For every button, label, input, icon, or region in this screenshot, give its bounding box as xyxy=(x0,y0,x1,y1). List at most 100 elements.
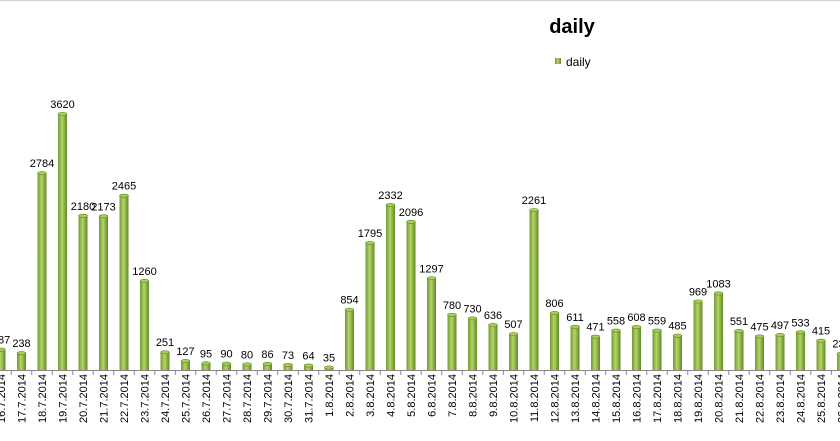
bar-cap xyxy=(549,311,560,315)
bar-cap xyxy=(139,278,150,283)
bar xyxy=(734,329,744,370)
bar xyxy=(57,112,68,370)
bar-cap xyxy=(426,276,437,281)
bar-cap xyxy=(242,362,252,367)
data-label: 80 xyxy=(241,349,253,361)
bar-body xyxy=(58,114,67,370)
data-label: 611 xyxy=(566,312,584,324)
x-tick-label: 21.8.2014 xyxy=(734,374,746,423)
data-label: 551 xyxy=(730,316,748,328)
x-tick-label: 21.7.2014 xyxy=(99,374,111,423)
bars-group xyxy=(0,112,840,370)
data-label: 95 xyxy=(200,348,212,360)
bar-cap xyxy=(754,334,765,339)
bar-body xyxy=(775,334,785,370)
data-label: 485 xyxy=(668,321,686,333)
bar-body xyxy=(734,331,744,370)
bar-cap xyxy=(570,324,580,329)
bar xyxy=(201,361,211,370)
x-tick-label: 19.8.2014 xyxy=(693,374,705,423)
bar xyxy=(78,213,88,370)
bar-cap xyxy=(221,361,232,366)
x-tick-label: 18.8.2014 xyxy=(673,374,685,423)
bar-body xyxy=(0,349,6,370)
bar-cap xyxy=(365,241,375,245)
x-tick-label: 26.7.2014 xyxy=(201,374,213,423)
bar-body xyxy=(591,336,600,370)
bar-cap xyxy=(406,219,416,224)
x-tick-label: 1.8.2014 xyxy=(324,374,336,417)
x-tick-label: 24.7.2014 xyxy=(160,374,172,423)
bar-cap xyxy=(57,112,68,116)
bar xyxy=(406,219,416,370)
bar-body xyxy=(263,363,272,370)
bar-body xyxy=(119,195,129,370)
bar-cap xyxy=(119,193,129,198)
bar-cap xyxy=(590,334,601,339)
data-label: 2332 xyxy=(378,190,402,202)
bar-body xyxy=(714,293,723,370)
data-label: 415 xyxy=(812,326,830,338)
bar xyxy=(242,362,252,370)
x-tick-label: 9.8.2014 xyxy=(488,374,500,417)
data-label: 559 xyxy=(648,315,666,327)
bar-cap xyxy=(631,325,642,329)
bar-cap xyxy=(262,362,273,366)
bar xyxy=(611,328,621,370)
bar xyxy=(549,311,560,370)
bar-cap xyxy=(529,208,539,213)
bar-body xyxy=(529,210,539,370)
legend: daily xyxy=(555,55,591,69)
bar-body xyxy=(468,318,477,370)
data-label: 2261 xyxy=(522,195,546,207)
bar xyxy=(119,193,129,370)
bar xyxy=(529,208,539,370)
bar-body xyxy=(837,353,840,370)
data-label: 475 xyxy=(750,321,768,333)
bar-cap xyxy=(611,328,621,333)
x-tick-label: 25.8.2014 xyxy=(816,374,828,423)
x-tick-label: 28.7.2014 xyxy=(242,374,254,423)
bar xyxy=(467,316,478,370)
bar xyxy=(713,291,724,370)
bar xyxy=(836,351,840,370)
data-label: 608 xyxy=(627,312,645,324)
data-label: 471 xyxy=(586,322,604,334)
bar xyxy=(570,324,580,370)
x-tick-label: 23.8.2014 xyxy=(775,374,787,423)
bar xyxy=(426,276,437,370)
x-tick-label: 26.8.2014 xyxy=(837,374,840,423)
x-tick-label: 30.7.2014 xyxy=(283,374,295,423)
bar-body xyxy=(427,278,436,370)
bar-body xyxy=(160,352,170,370)
bar xyxy=(0,347,6,370)
bar-cap xyxy=(385,203,396,207)
data-label: 1297 xyxy=(419,263,443,275)
bar-cap xyxy=(713,291,724,296)
bar-cap xyxy=(488,323,498,327)
bar xyxy=(37,171,47,370)
chart-title: daily xyxy=(549,16,595,38)
x-tick-label: 16.8.2014 xyxy=(632,374,644,423)
bar-body xyxy=(181,361,190,370)
data-label: 2096 xyxy=(399,207,423,219)
x-tick-label: 12.8.2014 xyxy=(550,374,562,423)
bar xyxy=(98,214,109,370)
data-label: 780 xyxy=(443,300,461,312)
bar-cap xyxy=(816,338,826,343)
bar-body xyxy=(242,364,252,370)
bar xyxy=(693,299,703,370)
bar xyxy=(16,351,27,370)
data-label: 1083 xyxy=(706,278,730,290)
x-tick-label: 3.8.2014 xyxy=(365,374,377,417)
x-tick-label: 10.8.2014 xyxy=(509,374,521,423)
bar-body xyxy=(37,173,47,370)
x-tick-label: 20.8.2014 xyxy=(714,374,726,423)
data-label: 73 xyxy=(282,350,294,362)
data-label: 806 xyxy=(545,298,563,310)
bar-body xyxy=(17,353,26,370)
bar xyxy=(262,362,273,370)
bar-cap xyxy=(303,363,314,368)
data-label: 230 xyxy=(832,339,840,351)
